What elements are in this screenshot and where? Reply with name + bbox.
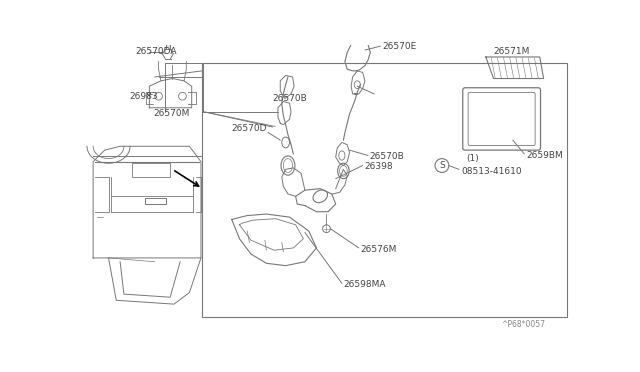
Text: 26598MA: 26598MA [344,280,386,289]
Text: 08513-41610: 08513-41610 [461,167,522,176]
Text: 26570B: 26570B [273,94,307,103]
Text: 26576M: 26576M [360,245,397,254]
Text: 26570B: 26570B [369,152,404,161]
Text: (1): (1) [467,154,479,163]
Bar [132,163,170,177]
Bar [202,63,566,317]
Text: 2659BM: 2659BM [526,151,563,160]
Text: 26398: 26398 [364,162,393,171]
Text: 26570M: 26570M [153,109,189,118]
Text: 26571M: 26571M [493,47,530,56]
Text: ^P68*0057: ^P68*0057 [501,320,545,330]
Text: 26983: 26983 [129,92,158,101]
Text: 26570E: 26570E [382,42,416,51]
Text: 26570DA: 26570DA [136,47,177,56]
Bar [145,198,166,204]
Text: 26570D: 26570D [232,124,268,133]
Text: S: S [439,161,445,170]
